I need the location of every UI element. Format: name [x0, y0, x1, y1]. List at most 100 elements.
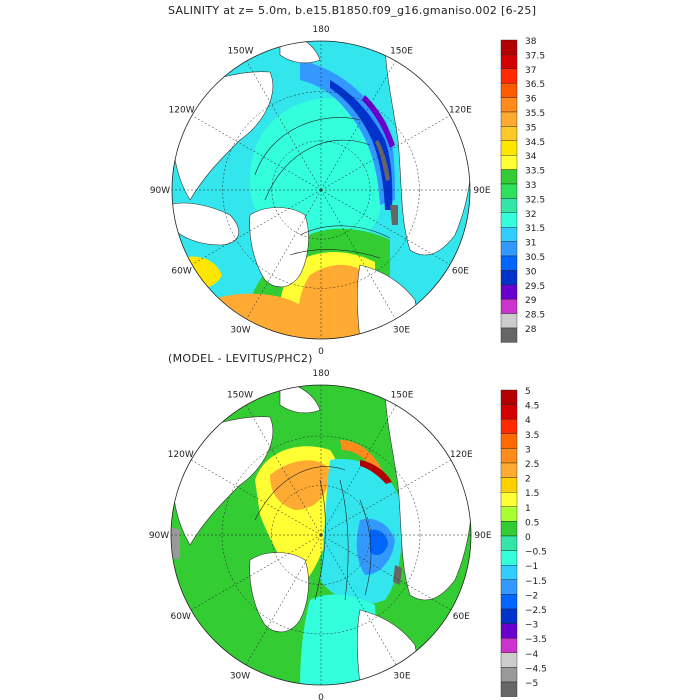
colorbar-cell — [500, 608, 518, 624]
colorbar-cell — [500, 313, 518, 329]
colorbar-cell — [500, 448, 518, 464]
land-canadian-archipelago — [172, 202, 239, 246]
colorbar-tick-label: −1.5 — [525, 577, 547, 587]
longitude-label: 30E — [393, 325, 410, 335]
longitude-label: 120E — [449, 106, 472, 116]
colorbar-tick-label: 1 — [525, 504, 531, 514]
colorbar-cell — [500, 327, 518, 343]
colorbar-tick-label: 1.5 — [525, 489, 539, 499]
colorbar-tick-label: −4.5 — [525, 664, 547, 674]
colorbar-tick-label: 0 — [525, 533, 531, 543]
colorbar-cell — [500, 535, 518, 551]
colorbar-cell — [500, 241, 518, 257]
difference-longitude-labels: 180 150E 120E 90E 60E 30E 0 30W 60W 90W 120W 150W — [149, 369, 492, 700]
colorbar-cell — [500, 594, 518, 610]
colorbar-cell — [500, 565, 518, 581]
colorbar-tick-label: −2 — [525, 591, 538, 601]
meridian-line — [245, 534, 322, 666]
panel-title-difference: (MODEL - LEVITUS/PHC2) — [168, 352, 313, 365]
longitude-label: 30W — [230, 671, 250, 681]
salinity-coastal-grey-2 — [390, 205, 398, 225]
colorbar-tick-label: 37.5 — [525, 51, 545, 61]
colorbar-tick-label: 3.5 — [525, 431, 539, 441]
colorbar-tick-label: 4 — [525, 416, 531, 426]
longitude-label: 90E — [473, 186, 490, 196]
salinity-map — [172, 41, 470, 339]
colorbar-cell — [500, 226, 518, 242]
land-greenland-b — [249, 552, 309, 633]
colorbar-tick-label: 36.5 — [525, 80, 545, 90]
colorbar-tick-label: 37 — [525, 66, 536, 76]
colorbar-cell — [500, 550, 518, 566]
panel-title-salinity: SALINITY at z= 5.0m, b.e15.B1850.f09_g16… — [168, 4, 537, 17]
colorbar-cell — [500, 506, 518, 522]
meridian-line — [245, 404, 322, 536]
colorbar-cell — [500, 255, 518, 271]
colorbar-tick-label: 3 — [525, 445, 531, 455]
colorbar-tick-label: 35.5 — [525, 109, 545, 119]
longitude-label: 180 — [312, 369, 329, 379]
meridian-line — [320, 534, 452, 611]
colorbar-cell — [500, 623, 518, 639]
colorbar-cell — [500, 404, 518, 420]
longitude-label: 120W — [168, 450, 194, 460]
colorbar-tick-label: 31.5 — [525, 224, 545, 234]
longitude-label: 180 — [312, 25, 329, 35]
longitude-label: 60E — [452, 267, 469, 277]
colorbar-tick-label: −2.5 — [525, 606, 547, 616]
colorbar-cell — [500, 477, 518, 493]
colorbar-cell — [500, 68, 518, 84]
colorbar-tick-label: 34.5 — [525, 138, 545, 148]
salinity-atlantic-orange — [298, 264, 365, 339]
colorbar-tick-label: 29 — [525, 296, 537, 306]
longitude-label: 0 — [318, 693, 324, 700]
colorbar-tick-label: 31 — [525, 239, 536, 249]
diff-laptev-max — [360, 460, 392, 484]
colorbar-tick-label: 36 — [525, 95, 537, 105]
longitude-label: 60W — [171, 612, 191, 622]
colorbar-tick-label: −3.5 — [525, 635, 547, 645]
colorbar-tick-label: 32 — [525, 210, 536, 220]
meridian-line — [320, 534, 397, 666]
longitude-label: 30W — [230, 325, 250, 335]
salinity-graticule — [172, 41, 470, 339]
meridian-line — [320, 189, 396, 320]
colorbar-cell — [500, 97, 518, 113]
colorbar-tick-label: 5 — [525, 387, 531, 397]
salinity-longitude-labels: 180 150E 120E 90E 60E 30E 0 30W 60W 90W 120W 150W — [150, 25, 491, 357]
colorbar-cell — [500, 82, 518, 98]
colorbar-tick-label: 34 — [525, 152, 537, 162]
colorbar-tick-label: 2 — [525, 475, 531, 485]
meridian-line — [246, 189, 322, 320]
land-bering-east — [279, 41, 321, 64]
salinity-coastal-grey — [375, 140, 390, 181]
longitude-label: 150E — [390, 47, 413, 57]
longitude-label: 90W — [150, 186, 170, 196]
colorbar-cell — [500, 652, 518, 668]
colorbar-cell — [500, 126, 518, 142]
colorbar-cell — [500, 681, 518, 697]
colorbar-cell — [500, 299, 518, 314]
colorbar-tick-label: 28 — [525, 325, 537, 335]
colorbar-tick-label: 29.5 — [525, 282, 545, 292]
meridian-line — [320, 115, 451, 191]
colorbar-tick-label: 33.5 — [525, 167, 545, 177]
colorbar-tick-label: 30.5 — [525, 253, 545, 263]
colorbar-cell — [500, 54, 518, 70]
longitude-label: 0 — [318, 347, 324, 357]
colorbar-tick-label: 30 — [525, 267, 537, 277]
difference-graticule — [171, 385, 471, 685]
longitude-label: 150W — [227, 47, 253, 57]
colorbar-cell — [500, 111, 518, 127]
longitude-label: 60E — [453, 612, 470, 622]
colorbar-cell — [500, 638, 518, 654]
colorbar-cell — [500, 39, 518, 55]
colorbar-cell — [500, 284, 518, 300]
colorbar-tick-label: 4.5 — [525, 402, 539, 412]
colorbar-cell — [500, 521, 518, 537]
colorbar-tick-label: −3 — [525, 621, 538, 631]
colorbar-tick-label: −0.5 — [525, 548, 547, 558]
land-greenland — [249, 207, 309, 288]
longitude-label: 150W — [227, 391, 253, 401]
